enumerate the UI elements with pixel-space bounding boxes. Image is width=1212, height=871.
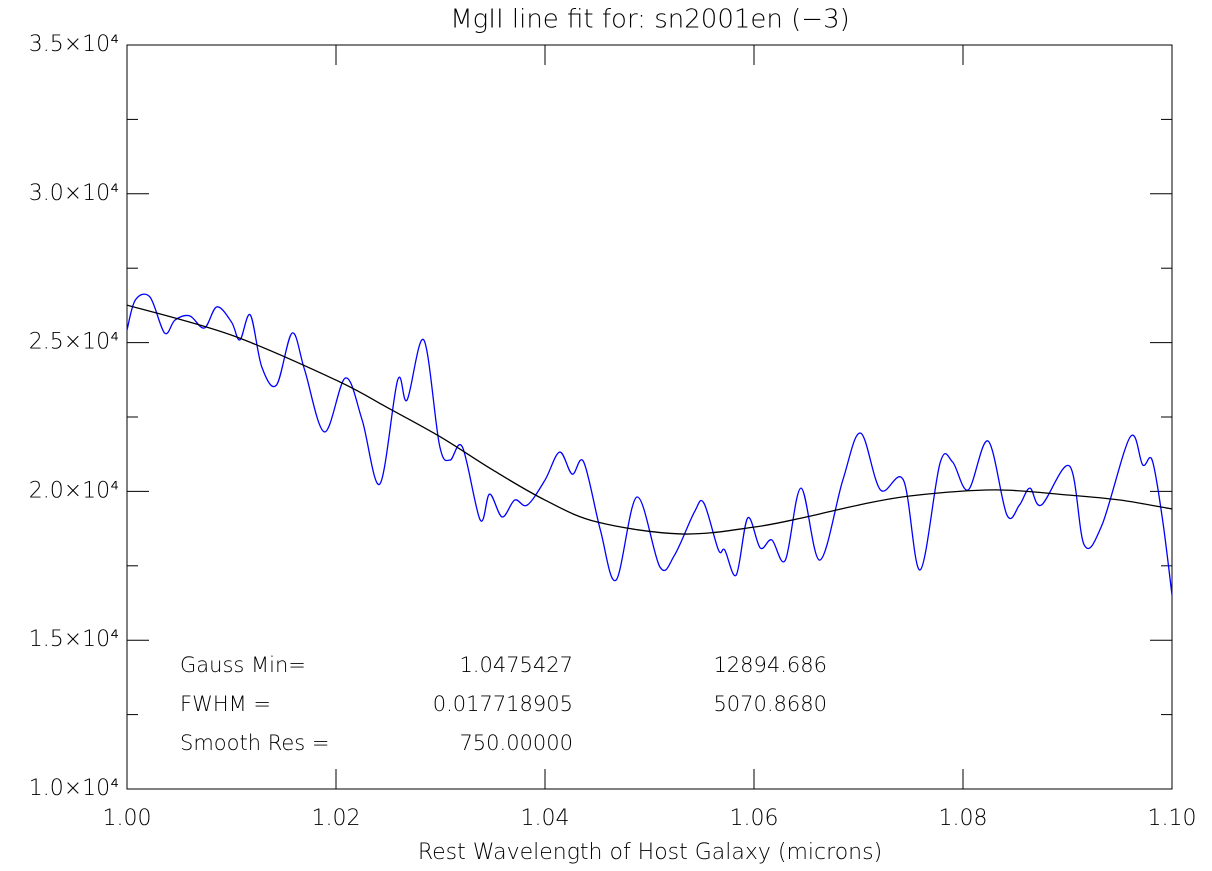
- annotation: 12894.686: [713, 653, 827, 677]
- annotation: FWHM =: [180, 692, 271, 716]
- annotation: 750.00000: [459, 731, 573, 755]
- x-tick-label: 1.04: [521, 806, 570, 831]
- data-line: [126, 304, 1173, 535]
- annotation: 5070.8680: [713, 692, 827, 716]
- x-tick-label: 1.10: [1148, 806, 1197, 831]
- y-tick-label: 1.5×10⁴: [29, 627, 119, 652]
- x-tick-label: 1.08: [939, 806, 988, 831]
- x-axis-label: Rest Wavelength of Host Galaxy (microns): [418, 840, 882, 865]
- chart-title: MgII line fit for: sn2001en (−3): [450, 5, 850, 35]
- y-tick-label: 2.5×10⁴: [29, 330, 119, 355]
- x-tick-label: 1.02: [312, 806, 361, 831]
- x-tick-label: 1.06: [730, 806, 779, 831]
- y-tick-label: 3.0×10⁴: [29, 181, 119, 206]
- y-tick-label: 2.0×10⁴: [29, 478, 119, 503]
- annotation: Gauss Min=: [180, 653, 306, 677]
- annotation: Smooth Res =: [180, 731, 329, 755]
- annotation: 1.0475427: [459, 653, 573, 677]
- annotation: 0.017718905: [433, 692, 573, 716]
- x-tick-label: 1.00: [103, 806, 152, 831]
- y-tick-label: 3.5×10⁴: [29, 32, 119, 57]
- data-line: [126, 293, 1173, 596]
- y-tick-label: 1.0×10⁴: [29, 776, 119, 801]
